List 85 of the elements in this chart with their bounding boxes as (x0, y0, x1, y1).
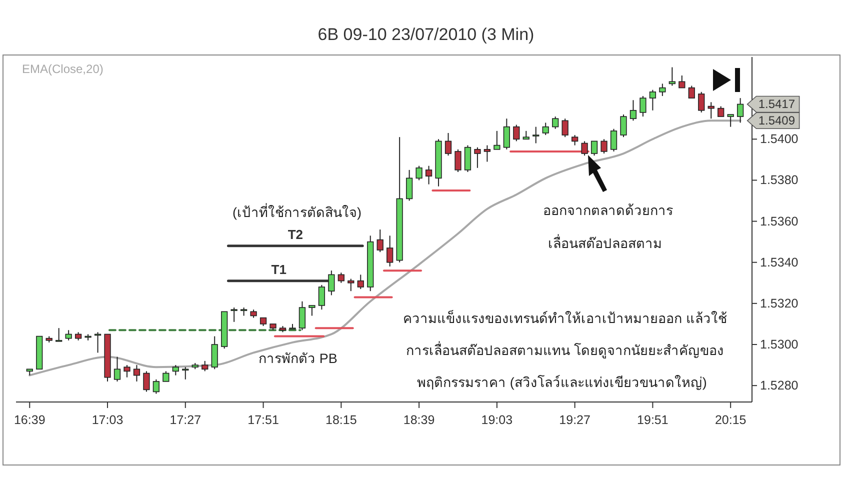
y-tick-label: 1.5300 (760, 338, 798, 352)
candlestick (503, 118, 510, 150)
candlestick (562, 118, 568, 138)
candlestick (425, 165, 432, 185)
candlestick (133, 364, 140, 382)
candlestick (124, 364, 130, 378)
x-tick-label: 17:03 (92, 413, 124, 427)
candlestick (464, 144, 472, 172)
candlestick (386, 235, 394, 267)
candlestick (552, 116, 559, 130)
candlestick (590, 140, 598, 156)
y-tick-label: 1.5340 (760, 255, 798, 270)
candlestick (630, 100, 637, 122)
candlestick (649, 89, 656, 111)
candlestick (444, 132, 452, 156)
annotation: (เป้าที่ใช้การตัดสินใจ) (232, 203, 362, 220)
candlestick (736, 98, 744, 124)
candlestick (182, 366, 189, 380)
candlestick (542, 122, 549, 136)
candlestick (338, 272, 344, 284)
x-tick-label: 19:51 (637, 413, 668, 427)
candlestick (65, 330, 72, 341)
candlestick (416, 165, 422, 181)
x-tick-label: 18:15 (326, 413, 357, 427)
candlestick (328, 270, 335, 296)
candlestick (474, 146, 481, 168)
candlestick (610, 128, 618, 152)
annotation: 1.5409 (758, 114, 796, 128)
candlestick (620, 114, 627, 138)
annotation: การเลื่อนสต๊อปลอสตามแทน โดยดูจากนัยยะสำคัญของ (406, 341, 724, 359)
candlestick (56, 328, 62, 342)
candlestick (348, 278, 354, 292)
candlestick (318, 284, 326, 310)
x-tick-label: 16:39 (14, 413, 46, 427)
candlestick (600, 138, 608, 154)
annotation: เลื่อนสต๊อปลอสตาม (548, 234, 662, 251)
y-tick-label: 1.5320 (760, 296, 798, 310)
y-tick-label: 1.5380 (760, 173, 798, 188)
candlestick (718, 106, 724, 118)
y-tick-label: 1.5280 (760, 378, 798, 393)
candlestick (727, 114, 734, 128)
text: EMA(Close,20) (22, 62, 104, 76)
candlestick (298, 300, 306, 331)
annotation: การพักตัว PB (258, 351, 338, 366)
candlestick (668, 66, 676, 86)
candlestick (162, 370, 170, 382)
candlestick (640, 96, 646, 118)
y-tick-label: 1.5360 (760, 214, 798, 228)
y-tick-label: 1.5400 (760, 132, 798, 146)
candlestick (532, 126, 540, 144)
annotation: พฤติกรรมราคา (สวิงโลว์และแท่งเขียวขนาดใหญ่) (417, 374, 707, 390)
series-label: T2 (288, 226, 303, 242)
candlestick (211, 336, 218, 370)
candlestick (571, 134, 578, 146)
x-tick-label: 19:03 (481, 413, 513, 427)
candlestick (698, 91, 705, 113)
candlestick (308, 304, 316, 316)
candlestick (484, 144, 491, 162)
annotation: ความแข็งแรงของเทรนด์ทำให้เอาเป้าหมายออก แล้วใช้ (403, 309, 727, 326)
annotation: ออกจากตลาดด้วยการ (543, 203, 673, 218)
x-tick-label: 20:15 (714, 413, 746, 427)
candlestick (688, 85, 695, 99)
x-tick-label: 18:39 (403, 413, 435, 427)
x-tick-label: 17:51 (248, 413, 279, 427)
candlestick (581, 140, 588, 156)
candlestick (143, 370, 150, 392)
series-label: T1 (271, 262, 286, 277)
candlestick (357, 274, 364, 290)
candlestick (376, 229, 384, 253)
candlestick (152, 378, 160, 394)
candlestick (202, 360, 208, 372)
annotation: 1.5417 (758, 97, 796, 112)
chart-title: 6B 09-10 23/07/2010 (3 Min) (318, 25, 534, 44)
candlestick (659, 83, 666, 97)
candlestick (172, 364, 179, 376)
candlestick (114, 356, 121, 382)
candlestick (513, 124, 520, 142)
candlestick (678, 74, 686, 88)
x-tick-label: 17:27 (170, 413, 202, 427)
x-tick-label: 19:27 (559, 413, 591, 427)
candlestick (230, 307, 238, 322)
candlestick (406, 169, 413, 202)
candlestick (454, 148, 462, 172)
line-series (28, 120, 742, 376)
candlestick (494, 130, 500, 150)
